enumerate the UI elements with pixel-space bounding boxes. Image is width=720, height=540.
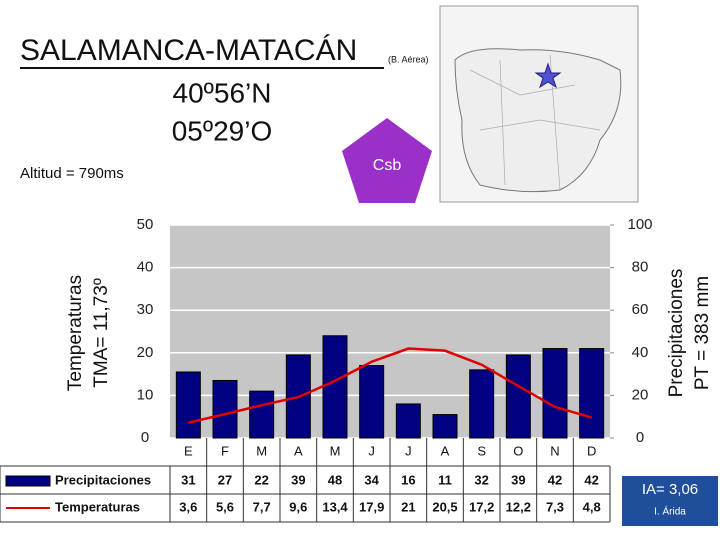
- longitude: 05º29’O: [172, 115, 273, 146]
- altitude: Altitud = 790ms: [20, 165, 124, 182]
- map: [439, 5, 639, 203]
- legend-label: Precipitaciones: [55, 472, 151, 487]
- table-value: 20,5: [432, 499, 457, 514]
- climate-code: Csb: [373, 157, 402, 174]
- y2-tick-label: 0: [636, 429, 644, 446]
- table-value: 32: [474, 472, 488, 487]
- title: SALAMANCA-MATACÁN: [20, 34, 357, 67]
- table-value: 21: [401, 499, 415, 514]
- table-value: 7,3: [546, 499, 564, 514]
- y2-axis-label: Precipitaciones: [666, 269, 687, 398]
- climate-badge: [342, 118, 432, 203]
- table-value: 39: [511, 472, 525, 487]
- x-tick-label: D: [587, 443, 596, 458]
- table-value: 11: [438, 472, 452, 487]
- y2-tick-label: 100: [627, 216, 652, 233]
- temperature-line: [188, 347, 593, 424]
- table-value: 39: [291, 472, 305, 487]
- table-value: 27: [218, 472, 232, 487]
- y2-tick-label: 20: [632, 386, 649, 403]
- bar: [542, 348, 568, 439]
- bar: [175, 371, 201, 439]
- table-value: 13,4: [322, 499, 348, 514]
- y-tick-label: 10: [137, 386, 154, 403]
- table-value: 9,6: [289, 499, 307, 514]
- y-axis-label: TMA= 11,73º: [91, 278, 112, 388]
- y2-tick-label: 40: [632, 344, 649, 361]
- y-tick-label: 30: [137, 301, 154, 318]
- bar: [432, 414, 458, 439]
- table-value: 31: [181, 472, 195, 487]
- table-value: 7,7: [253, 499, 271, 514]
- table-value: 12,2: [506, 499, 531, 514]
- y2-tick-label: 80: [632, 259, 649, 276]
- x-tick-label: M: [256, 443, 267, 458]
- aridity-class: I. Árida: [654, 505, 686, 518]
- legend-label: Temperaturas: [55, 499, 140, 514]
- x-tick-label: A: [441, 443, 450, 458]
- table-value: 22: [254, 472, 268, 487]
- table-value: 4,8: [583, 499, 601, 514]
- legend-key: [5, 475, 51, 487]
- bar: [469, 369, 495, 439]
- table-value: 16: [401, 472, 415, 487]
- latitude: 40º56’N: [173, 77, 272, 108]
- bar: [212, 379, 238, 439]
- table-value: 5,6: [216, 499, 234, 514]
- x-tick-label: J: [405, 443, 412, 458]
- x-tick-label: O: [513, 443, 523, 458]
- title-note: (B. Aérea): [388, 54, 429, 64]
- x-tick-label: J: [368, 443, 375, 458]
- y2-tick-label: 60: [632, 301, 649, 318]
- y-tick-label: 20: [137, 344, 154, 361]
- table-value: 42: [584, 472, 598, 487]
- bar: [505, 354, 531, 439]
- x-tick-label: A: [294, 443, 303, 458]
- plot-area: [170, 225, 610, 438]
- y-tick-label: 0: [141, 429, 149, 446]
- x-tick-label: S: [477, 443, 486, 458]
- y2-axis-label: PT = 383 mm: [692, 276, 713, 390]
- aridity-box: [622, 476, 718, 526]
- bar: [395, 403, 421, 439]
- y-tick-label: 40: [137, 259, 154, 276]
- y-axis-label: Temperaturas: [65, 275, 86, 391]
- table-value: 3,6: [179, 499, 197, 514]
- bar: [359, 365, 385, 439]
- bar: [249, 390, 275, 439]
- table-value: 42: [548, 472, 562, 487]
- aridity-index: IA= 3,06: [642, 481, 698, 498]
- bar: [322, 335, 348, 439]
- table-value: 17,9: [359, 499, 384, 514]
- y-tick-label: 50: [137, 216, 154, 233]
- table-value: 17,2: [469, 499, 494, 514]
- x-tick-label: E: [184, 443, 193, 458]
- table-value: 48: [328, 472, 342, 487]
- x-tick-label: M: [330, 443, 341, 458]
- table-value: 34: [364, 472, 379, 487]
- x-tick-label: F: [221, 443, 229, 458]
- x-tick-label: N: [550, 443, 559, 458]
- bar: [579, 348, 605, 439]
